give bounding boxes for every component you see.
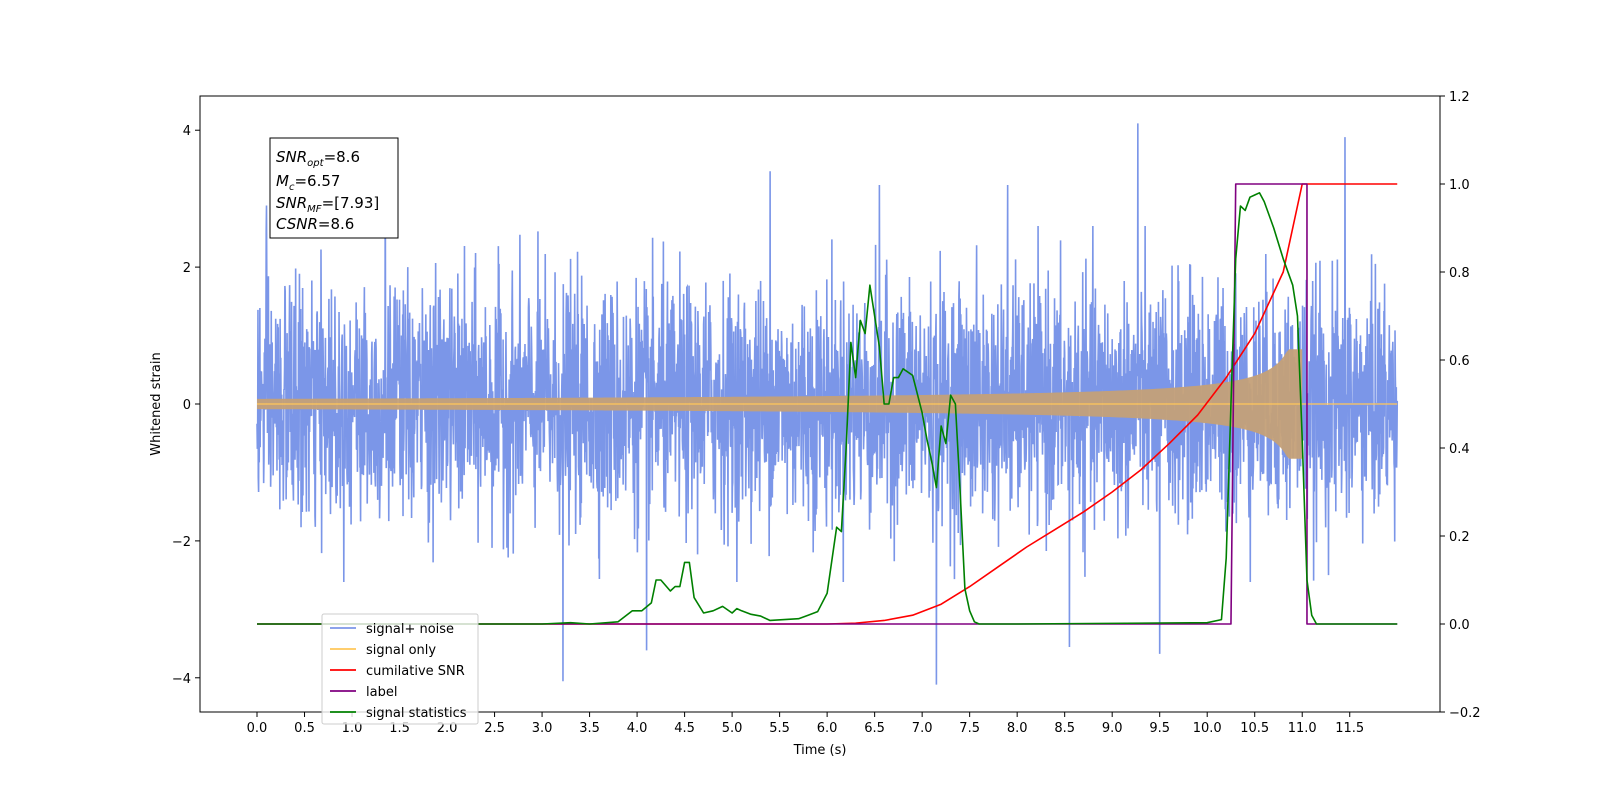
x-tick-label: 8.5 [1054, 721, 1075, 736]
x-tick-label: 5.5 [769, 721, 790, 736]
x-tick-label: 4.0 [627, 721, 648, 736]
y-tick-label-left: −4 [172, 672, 191, 687]
legend: signal+ noise signal only cumilative SNR la… [321, 613, 479, 725]
legend-label: cumilative SNR [366, 664, 465, 679]
x-tick-label: 9.0 [1102, 721, 1123, 736]
cumulative-snr-line [257, 183, 1398, 625]
signal-only-series [257, 349, 1398, 459]
x-tick-label: 3.5 [579, 721, 600, 736]
y-axis-left: −4 −2 0 2 4 [172, 124, 200, 687]
y-tick-label-right: −0.2 [1449, 706, 1481, 721]
x-tick-label: 6.0 [817, 721, 838, 736]
y-tick-label-left: 0 [183, 398, 191, 413]
y-tick-label-right: 0.2 [1449, 530, 1470, 545]
y-tick-label-left: 4 [183, 124, 191, 139]
plot-area [256, 123, 1399, 685]
y-axis-right: −0.2 0.0 0.2 0.4 0.6 0.8 1.0 1.2 [1440, 90, 1481, 721]
annotation-snr-opt: SNRopt=8.6 [276, 148, 360, 169]
x-tick-label: 4.5 [674, 721, 695, 736]
legend-label: signal+ noise [366, 622, 454, 637]
x-tick-label: 1.0 [342, 721, 363, 736]
legend-label: signal only [366, 643, 436, 658]
x-tick-label: 0.5 [294, 721, 315, 736]
annotation-csnr: CSNR=8.6 [276, 215, 354, 233]
label-line [257, 183, 1398, 625]
x-tick-label: 0.0 [247, 721, 268, 736]
y-tick-label-right: 0.8 [1449, 266, 1470, 281]
legend-frame [321, 613, 479, 725]
legend-label: label [366, 685, 397, 700]
y-tick-label-right: 1.0 [1449, 178, 1470, 193]
x-tick-label: 8.0 [1007, 721, 1028, 736]
y-tick-label-right: 0.4 [1449, 442, 1470, 457]
y-tick-label-left: −2 [172, 535, 191, 550]
x-tick-label: 2.0 [437, 721, 458, 736]
x-tick-label: 7.0 [912, 721, 933, 736]
x-tick-label: 11.5 [1335, 721, 1364, 736]
right-axis-series [257, 183, 1398, 625]
y-axis-label-left: Whitened strain [149, 352, 164, 455]
x-tick-label: 6.5 [864, 721, 885, 736]
x-tick-label: 5.0 [722, 721, 743, 736]
signal-statistics-line [257, 192, 1398, 625]
y-tick-label-right: 0.0 [1449, 618, 1470, 633]
x-tick-label: 7.5 [959, 721, 980, 736]
x-tick-label: 10.5 [1240, 721, 1269, 736]
x-tick-label: 9.5 [1149, 721, 1170, 736]
x-tick-label: 2.5 [484, 721, 505, 736]
x-tick-label: 1.5 [389, 721, 410, 736]
x-tick-label: 10.0 [1193, 721, 1222, 736]
legend-label: signal statistics [366, 706, 467, 721]
annotation-snr-mf: SNRMF=[7.93] [276, 194, 379, 215]
x-axis-label: Time (s) [793, 743, 847, 758]
x-axis: 0.0 0.5 1.0 1.5 2.0 2.5 3.0 3.5 4.0 4.5 5.0 5.5 6.0 6… [247, 712, 1364, 736]
annotation-mc: Mc=6.57 [276, 172, 340, 193]
annotation-box: SNRopt=8.6 Mc=6.57 SNRMF=[7.93] CSNR=8.6 [269, 137, 399, 239]
y-tick-label-left: 2 [183, 261, 191, 276]
x-tick-label: 11.0 [1288, 721, 1317, 736]
y-tick-label-right: 0.6 [1449, 354, 1470, 369]
y-tick-label-right: 1.2 [1449, 90, 1470, 105]
x-tick-label: 3.0 [532, 721, 553, 736]
